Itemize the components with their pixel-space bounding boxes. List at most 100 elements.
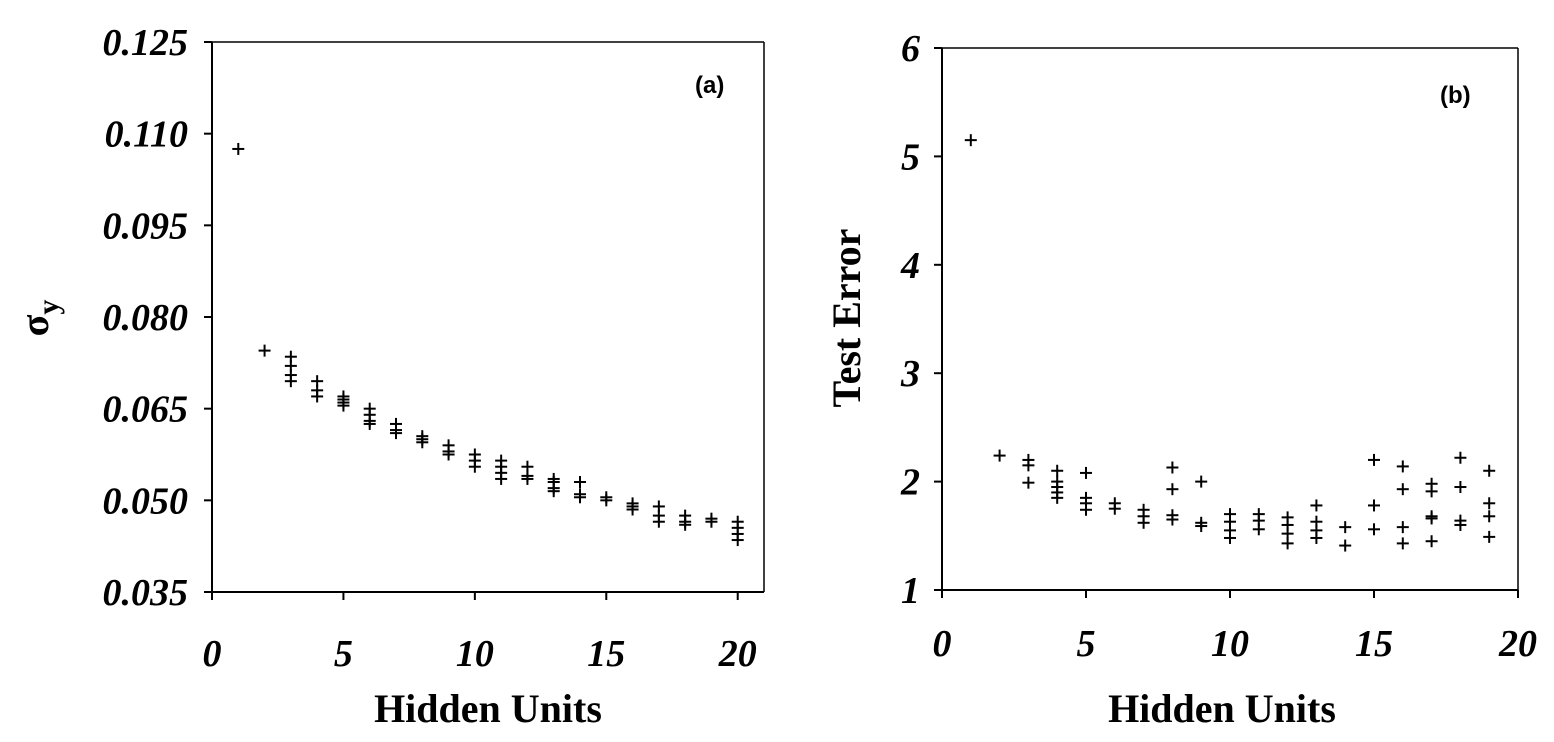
panel-a-y-title-symbol: σ (12, 314, 57, 336)
data-point (652, 515, 665, 528)
data-point (1051, 491, 1064, 504)
panel-a-y-tick-label: 0.125 (103, 22, 189, 64)
panel-a-x-tick-label: 0 (203, 633, 222, 675)
data-point (337, 399, 350, 412)
panel-a-x-tick-label: 5 (334, 633, 353, 675)
data-point (1080, 503, 1092, 516)
panel-a-points (232, 142, 744, 547)
data-point (1224, 531, 1236, 544)
panel-b-x-tick-label: 0 (933, 623, 952, 665)
panel-a-x-tick-label: 10 (456, 633, 494, 675)
panel-a-x-tick-label: 15 (587, 633, 625, 675)
panel-b-y-tick-label: 4 (900, 245, 920, 287)
data-point (964, 134, 977, 147)
panel-a-y-tick-label: 0.065 (103, 389, 189, 431)
panel-a: (a) 0.0350.0500.0650.0800.0950.1100.125 … (12, 22, 765, 731)
data-point (1166, 461, 1179, 474)
data-point (1022, 459, 1035, 472)
data-point (1080, 466, 1092, 479)
data-point (1310, 531, 1323, 544)
panel-a-y-tick-label: 0.080 (103, 297, 189, 339)
data-point (1339, 521, 1352, 534)
data-point (1137, 516, 1150, 529)
data-point (705, 515, 718, 528)
data-point (442, 448, 455, 461)
data-point (731, 534, 744, 547)
panel-a-x-ticks: 0 5 10 15 20 (203, 592, 757, 675)
panel-b-x-ticks: 0 5 10 15 20 (933, 590, 1537, 665)
panel-a-y-tick-label: 0.095 (103, 205, 189, 247)
data-point (1368, 453, 1380, 466)
data-point (1368, 499, 1380, 512)
data-point (1396, 537, 1409, 550)
panel-b-y-ticks: 1 2 3 4 5 6 (900, 28, 942, 612)
data-point (679, 518, 692, 531)
data-point (468, 460, 481, 473)
data-point (1396, 460, 1409, 473)
data-point (1483, 530, 1496, 543)
panel-b-label: (b) (1440, 82, 1471, 109)
data-point (258, 344, 271, 357)
data-point (1454, 451, 1467, 464)
panel-b-y-tick-label: 6 (901, 28, 920, 70)
data-point (1425, 512, 1438, 525)
data-point (1483, 497, 1496, 510)
data-point (1368, 523, 1380, 536)
panel-a-label: (a) (695, 72, 724, 99)
data-point (1108, 502, 1121, 515)
panel-a-y-tick-label: 0.050 (103, 480, 189, 522)
panel-b-points (964, 134, 1496, 552)
data-point (1166, 483, 1179, 496)
data-point (993, 449, 1006, 462)
data-point (232, 142, 245, 155)
panel-a-y-title: σy (12, 300, 65, 337)
data-point (1051, 464, 1064, 477)
panel-b: (b) 1 2 3 4 5 6 0 5 10 15 20 Hidden Units Test Er… (824, 28, 1537, 731)
data-point (521, 472, 534, 485)
data-point (1483, 510, 1496, 523)
data-point (547, 485, 560, 498)
panel-b-x-tick-label: 5 (1077, 623, 1096, 665)
data-point (1166, 513, 1179, 526)
data-point (600, 494, 613, 507)
panel-a-y-tick-label: 0.035 (103, 572, 189, 614)
data-point (1195, 475, 1208, 488)
data-point (1454, 481, 1467, 494)
data-point (311, 390, 324, 403)
data-point (1483, 464, 1496, 477)
data-point (495, 472, 508, 485)
panel-a-x-tick-label: 20 (718, 633, 757, 675)
data-point (1252, 523, 1265, 536)
data-point (574, 491, 586, 504)
panel-b-y-title: Test Error (824, 229, 869, 408)
data-point (390, 427, 402, 440)
data-point (416, 436, 429, 449)
data-point (1396, 483, 1409, 496)
panel-a-y-tick-label: 0.110 (105, 114, 188, 156)
data-point (1454, 518, 1467, 531)
data-point (1310, 499, 1323, 512)
data-point (284, 375, 297, 388)
panel-a-y-title-subscript: y (32, 300, 65, 315)
data-point (1425, 535, 1438, 548)
panel-b-x-tick-label: 10 (1211, 623, 1249, 665)
data-point (1396, 521, 1409, 534)
data-point (1195, 520, 1208, 533)
panel-b-y-tick-label: 5 (901, 136, 920, 178)
panel-a-x-title: Hidden Units (374, 686, 602, 731)
data-point (1339, 539, 1352, 552)
data-point (363, 417, 376, 430)
data-point (1425, 485, 1438, 498)
panel-b-x-title: Hidden Units (1108, 686, 1336, 731)
panel-b-y-tick-label: 2 (900, 462, 920, 504)
panel-b-x-tick-label: 20 (1498, 623, 1537, 665)
panel-b-x-tick-label: 15 (1355, 623, 1393, 665)
panel-b-y-tick-label: 1 (901, 570, 920, 612)
panel-a-y-ticks: 0.035 0.050 0.065 0.080 0.095 0.110 0.125 (103, 22, 212, 614)
panel-b-y-tick-label: 3 (900, 353, 920, 395)
data-point (1022, 476, 1035, 489)
data-point (574, 476, 586, 488)
data-point (1281, 537, 1294, 550)
data-point (626, 503, 639, 516)
